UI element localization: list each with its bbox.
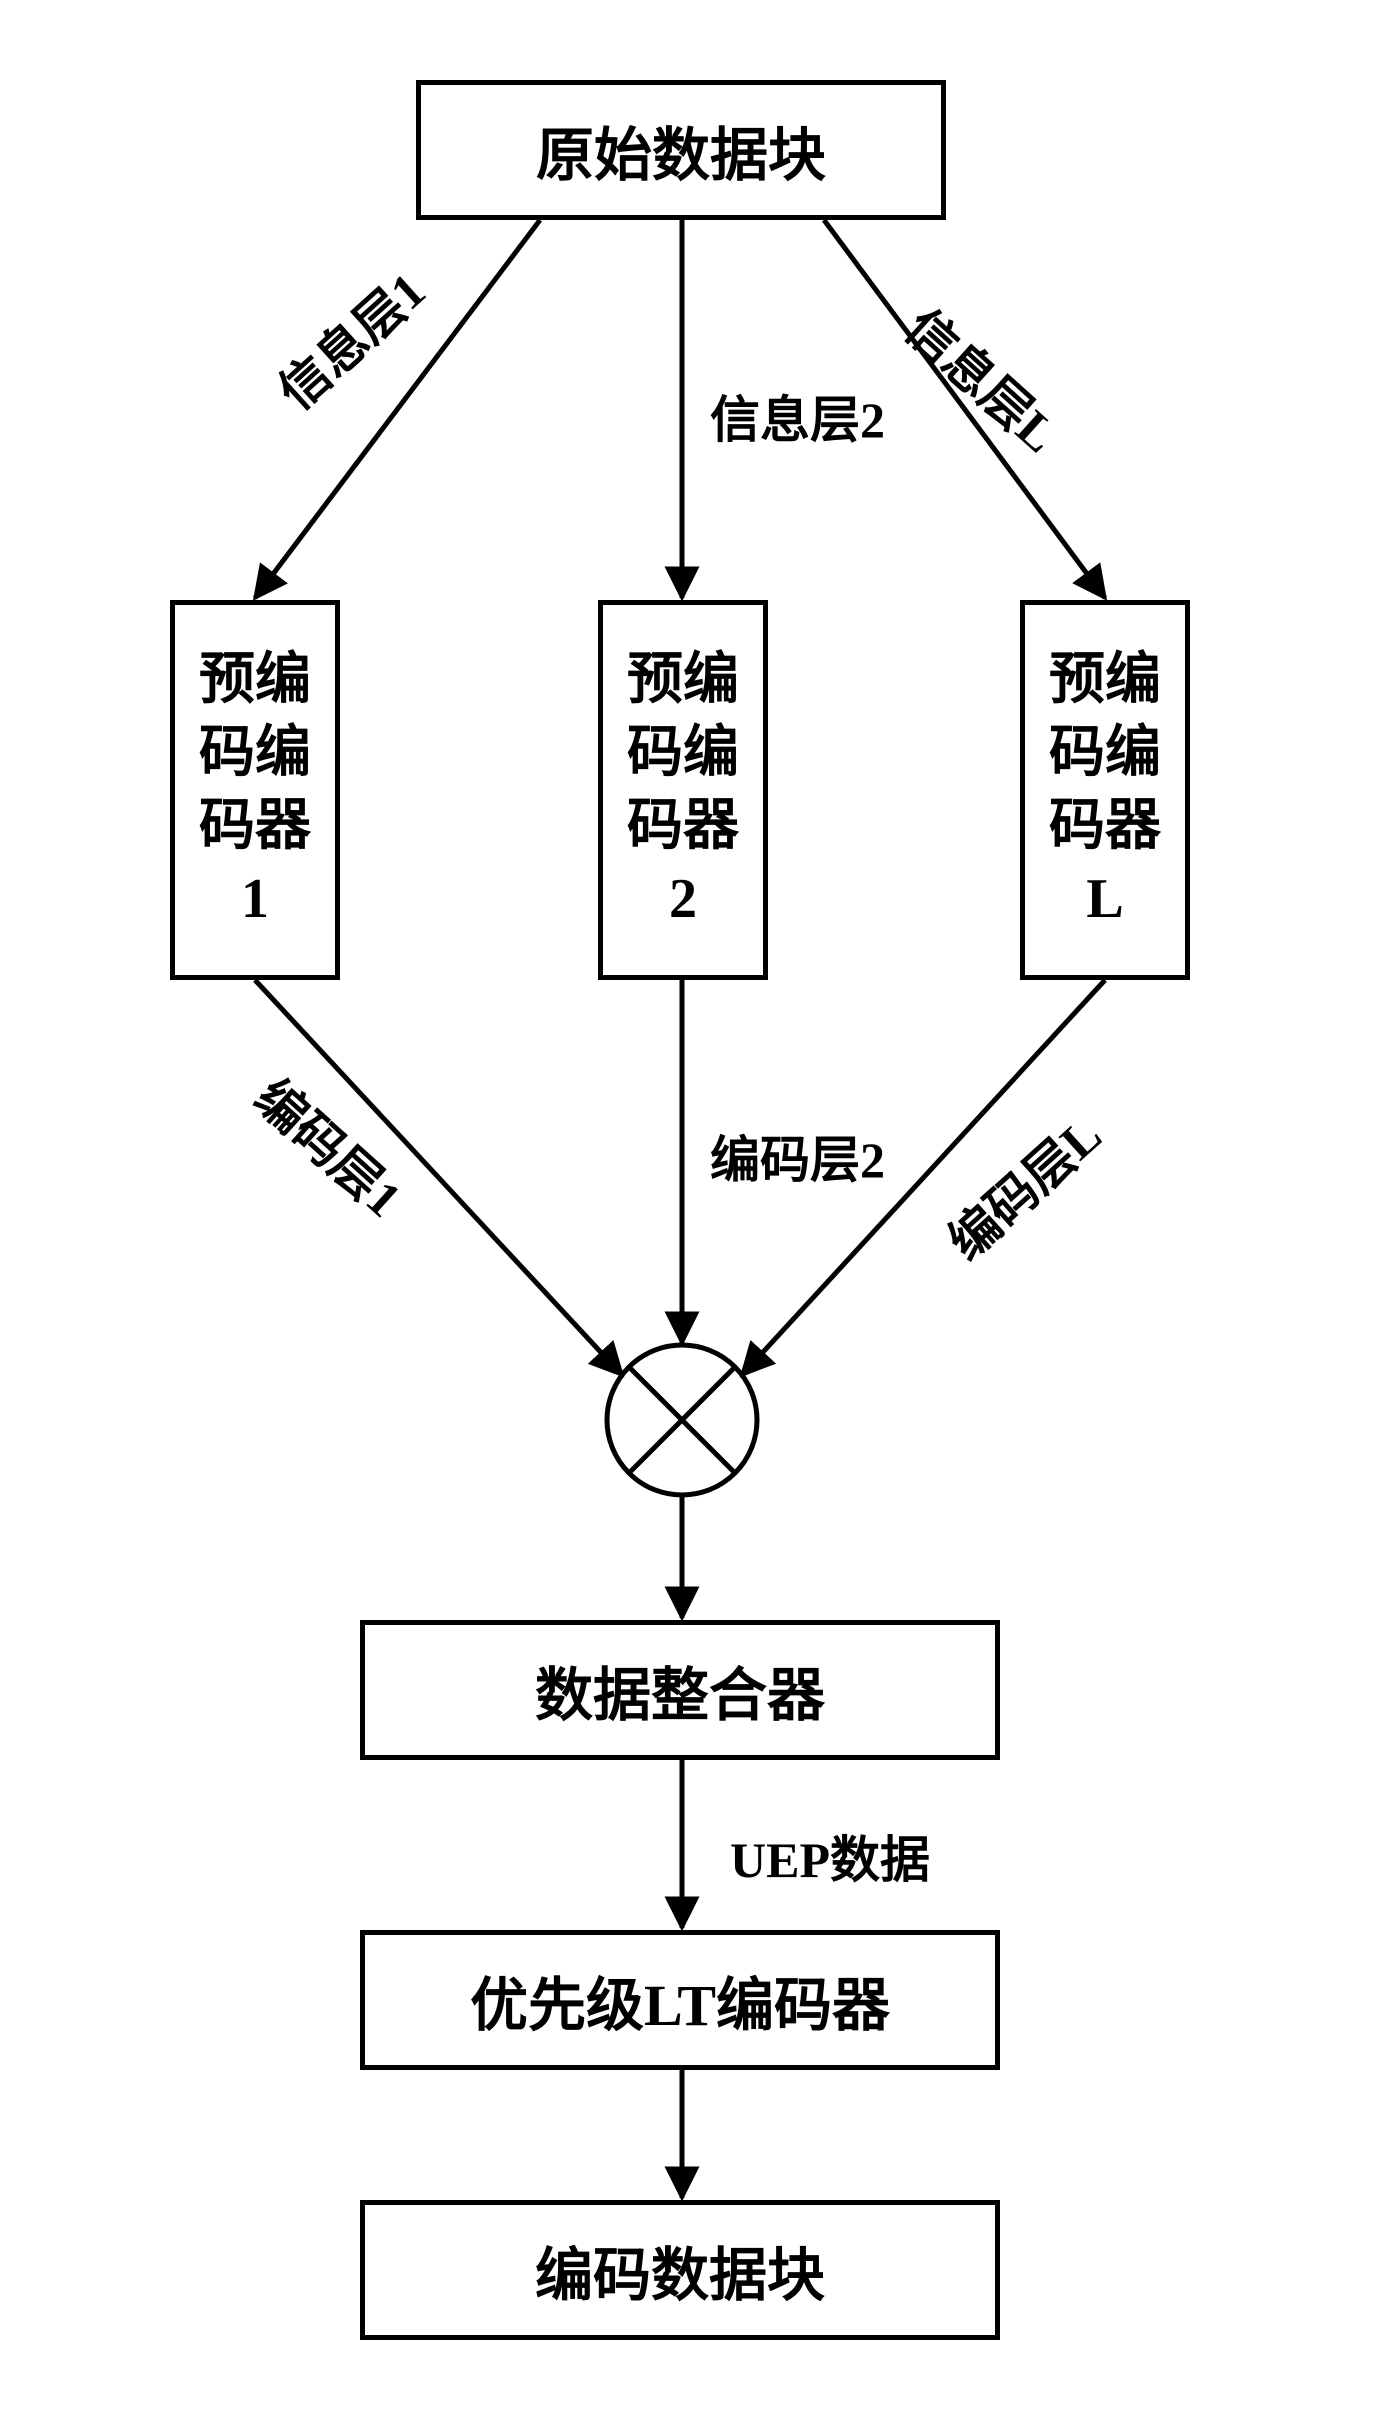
- node-output-label: 编码数据块: [535, 2228, 825, 2312]
- edge-pre1-merge: [255, 980, 622, 1375]
- node-output: 编码数据块: [360, 2200, 1000, 2340]
- node-pre2-line1: 码编: [627, 717, 739, 790]
- node-aggregator-label: 数据整合器: [535, 1648, 825, 1732]
- node-preencoder-2: 预编 码编 码器 2: [598, 600, 768, 980]
- node-preL-line1: 码编: [1049, 717, 1161, 790]
- node-lt-encoder: 优先级LT编码器: [360, 1930, 1000, 2070]
- node-pre1-line0: 预编: [199, 644, 311, 717]
- edge-label-info2: 信息层2: [710, 380, 885, 452]
- node-preL-line2: 码器: [1049, 790, 1161, 863]
- node-pre1-line3: 1: [241, 863, 269, 936]
- node-pre1-line2: 码器: [199, 790, 311, 863]
- node-preL-line3: L: [1086, 863, 1123, 936]
- edge-label-code1: 编码层1: [242, 1060, 420, 1231]
- node-pre2-line0: 预编: [627, 644, 739, 717]
- node-pre1-line1: 码编: [199, 717, 311, 790]
- node-preencoder-L: 预编 码编 码器 L: [1020, 600, 1190, 980]
- node-preL-line0: 预编: [1049, 644, 1161, 717]
- node-source-label: 原始数据块: [536, 108, 826, 192]
- node-lt-encoder-label: 优先级LT编码器: [470, 1958, 890, 2042]
- node-pre2-line2: 码器: [627, 790, 739, 863]
- node-pre2-line3: 2: [669, 863, 697, 936]
- node-preencoder-1: 预编 码编 码器 1: [170, 600, 340, 980]
- edge-label-code2: 编码层2: [710, 1120, 885, 1192]
- node-merge: [607, 1345, 757, 1495]
- edge-label-infoL: 信息层L: [892, 290, 1076, 466]
- node-aggregator: 数据整合器: [360, 1620, 1000, 1760]
- edge-label-info1: 信息层1: [260, 253, 438, 424]
- edge-label-uep: UEP数据: [730, 1820, 930, 1892]
- node-source: 原始数据块: [416, 80, 946, 220]
- edge-label-codeL: 编码层L: [930, 1097, 1114, 1273]
